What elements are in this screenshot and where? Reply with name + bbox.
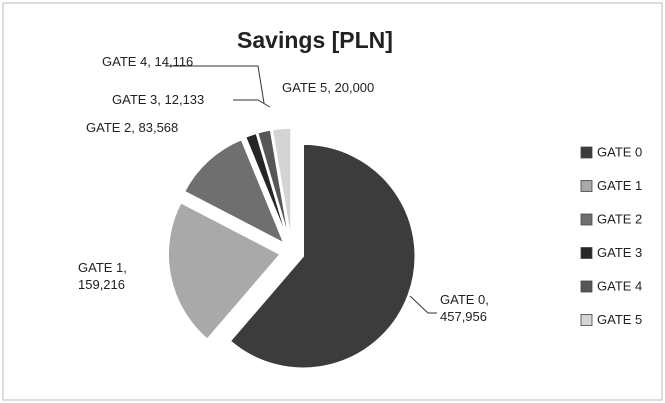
legend-swatch xyxy=(580,314,593,326)
pie-slice xyxy=(229,143,417,369)
pie-slice xyxy=(271,127,292,241)
legend-label: GATE 4 xyxy=(597,278,642,293)
pie-slice xyxy=(256,129,291,241)
leader-line xyxy=(165,65,265,104)
legend-swatch xyxy=(580,247,593,259)
legend-label: GATE 0 xyxy=(597,144,642,159)
legend-label: GATE 5 xyxy=(597,312,642,327)
legend-label: GATE 2 xyxy=(597,211,642,226)
legend-swatch xyxy=(580,180,593,192)
leader-line xyxy=(233,99,271,108)
data-label: GATE 4, 14,116 xyxy=(102,54,194,69)
data-label: GATE 0, 457,956 xyxy=(440,292,489,324)
legend-label: GATE 1 xyxy=(597,178,642,193)
chart-title: Savings [PLN] xyxy=(237,27,393,53)
pie-slice xyxy=(167,201,282,341)
leader-line xyxy=(409,295,437,314)
data-label: GATE 5, 20,000 xyxy=(282,80,375,95)
pie-slice xyxy=(244,132,289,241)
data-label: GATE 3, 12,133 xyxy=(112,92,205,107)
legend-swatch xyxy=(580,280,593,293)
legend-swatch xyxy=(580,146,593,159)
legend-swatch xyxy=(580,213,593,226)
legend-label: GATE 3 xyxy=(597,245,642,260)
data-label: GATE 1, 159,216 xyxy=(78,260,127,292)
data-label: GATE 2, 83,568 xyxy=(86,120,179,135)
pie-slice xyxy=(183,138,286,245)
